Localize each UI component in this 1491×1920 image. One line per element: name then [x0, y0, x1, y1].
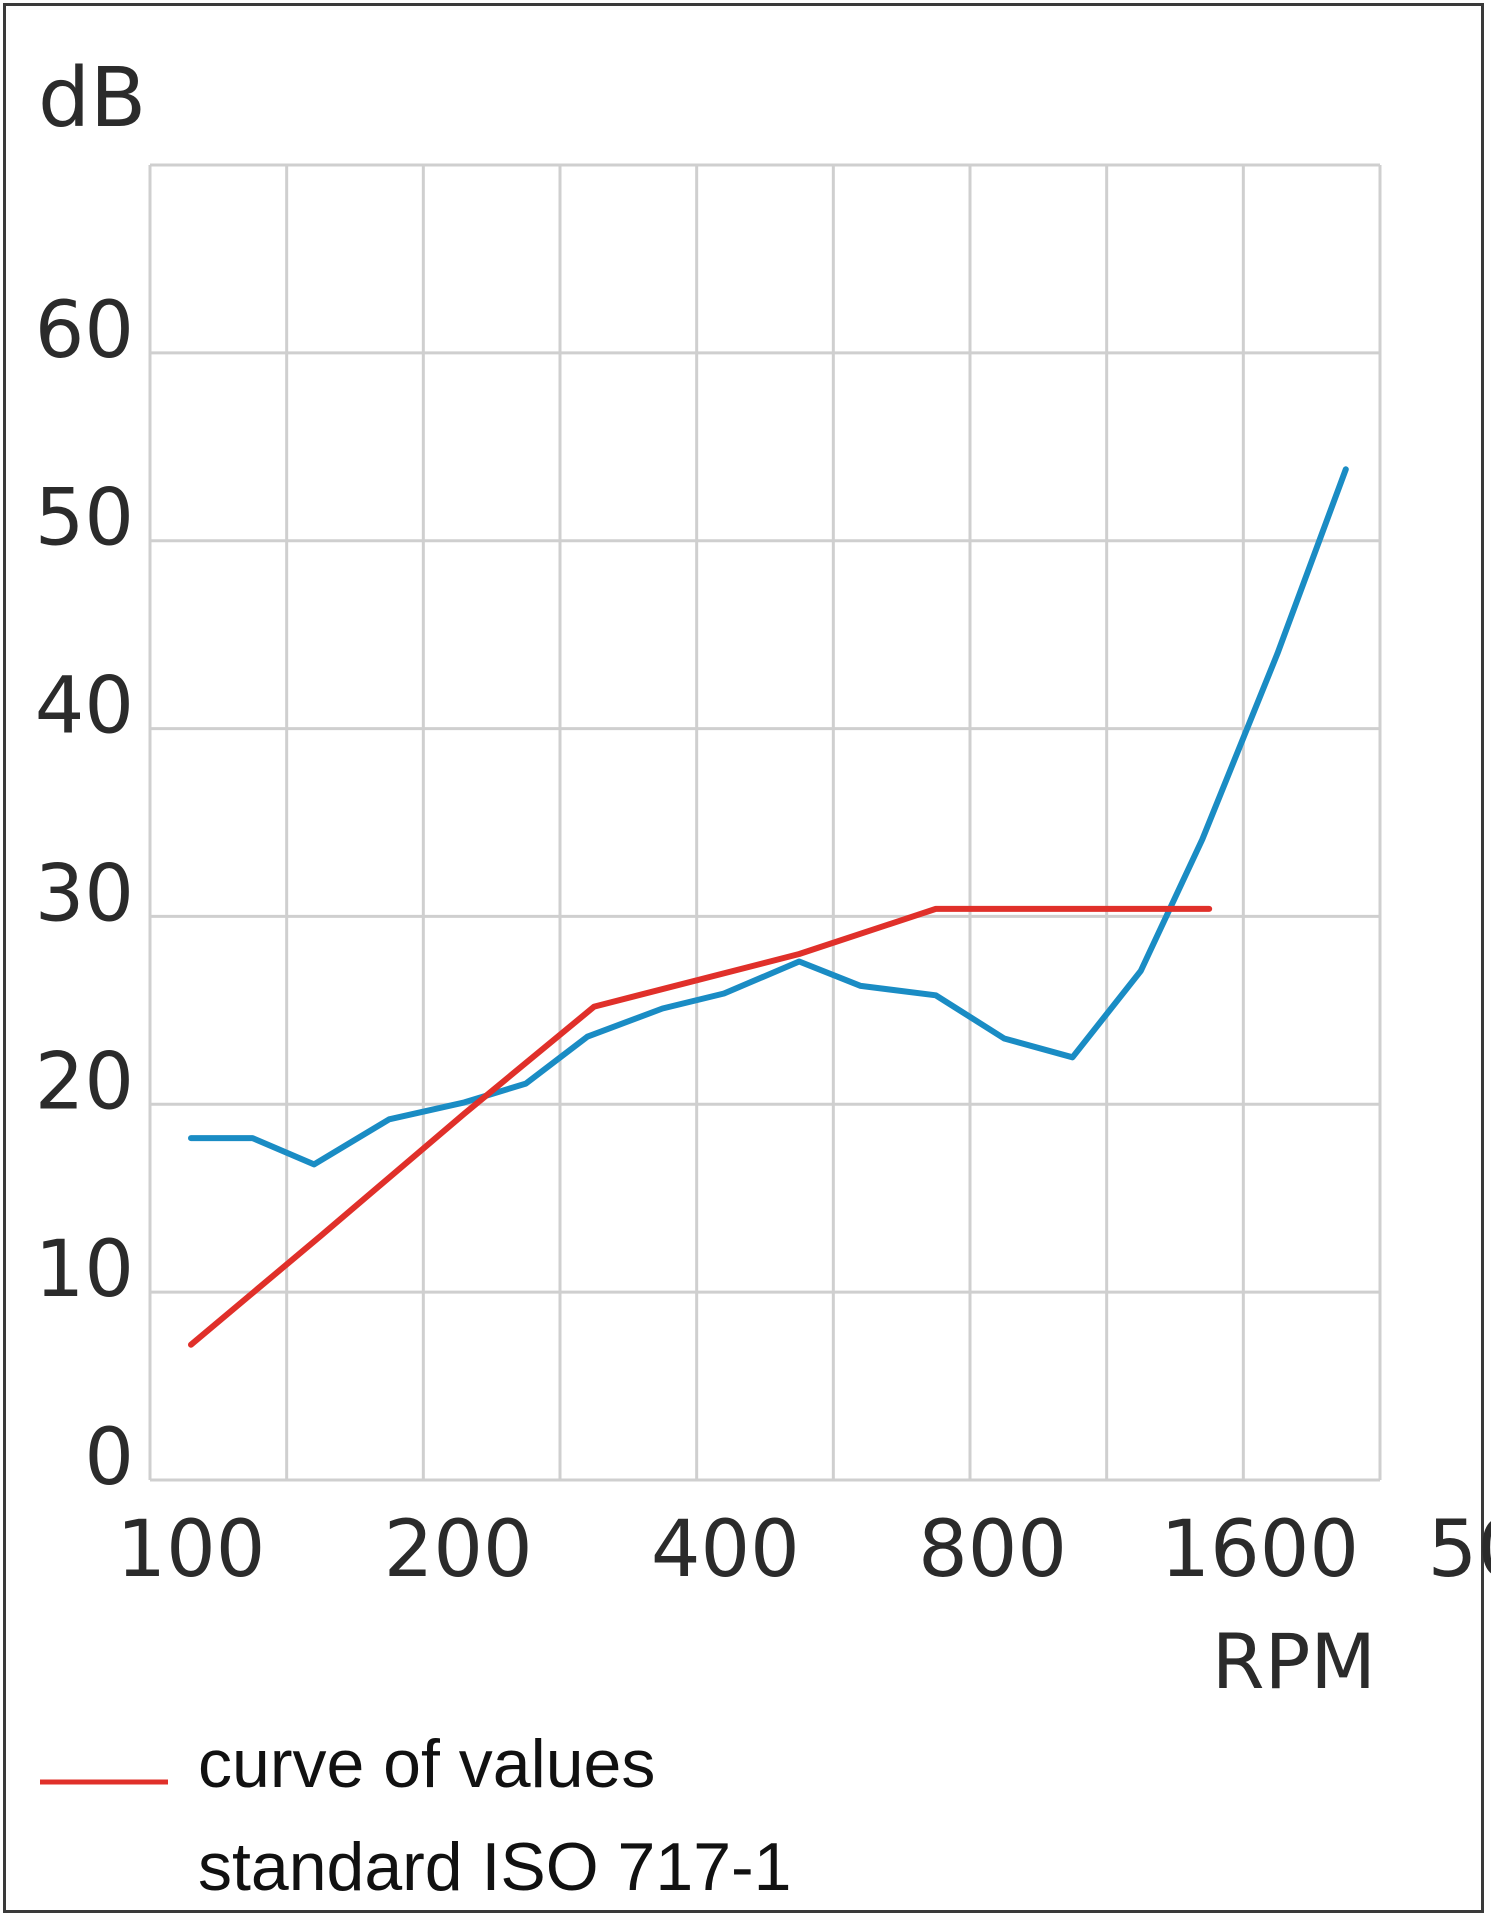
series-lines	[188, 466, 1349, 1348]
series-line-iso-717-1	[188, 905, 1213, 1348]
legend-label-line2: standard ISO 717-1	[198, 1829, 791, 1905]
y-tick-labels: 0 10 20 30 40 50 60	[35, 286, 134, 1503]
y-tick-label: 50	[35, 474, 134, 564]
x-tick-label: 800	[918, 1505, 1067, 1595]
x-tick-label: 5000	[1428, 1505, 1491, 1595]
legend-label-line1: curve of values	[198, 1726, 655, 1802]
grid	[148, 163, 1382, 1482]
y-tick-label: 10	[35, 1225, 134, 1315]
x-tick-label: 400	[651, 1505, 800, 1595]
y-axis-label: dB	[38, 51, 146, 146]
y-tick-label: 40	[35, 662, 134, 752]
y-tick-label: 0	[84, 1413, 134, 1503]
series-line-measured	[188, 466, 1349, 1168]
x-tick-label: 100	[117, 1505, 266, 1595]
y-tick-label: 20	[35, 1037, 134, 1127]
x-axis-label: RPM	[1212, 1617, 1376, 1706]
x-tick-label: 1600	[1160, 1505, 1359, 1595]
chart-frame	[3, 3, 1484, 1913]
legend: curve of values standard ISO 717-1	[40, 1726, 791, 1905]
y-tick-label: 30	[35, 849, 134, 939]
x-tick-labels: 100 200 400 800 1600 5000	[117, 1505, 1491, 1595]
x-tick-label: 200	[384, 1505, 533, 1595]
y-tick-label: 60	[35, 286, 134, 376]
